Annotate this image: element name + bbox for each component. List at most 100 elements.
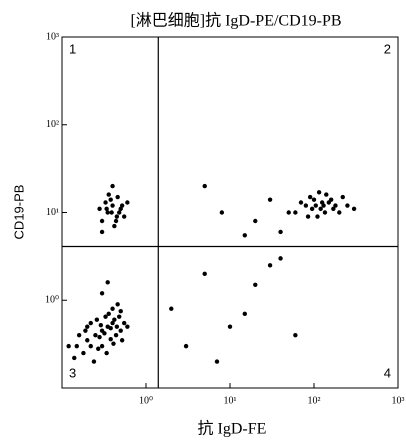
event-dot <box>169 306 174 311</box>
event-dot <box>202 183 207 189</box>
event-dot <box>111 341 116 346</box>
event-dot <box>117 210 122 215</box>
event-dot <box>112 223 117 229</box>
event-dot <box>113 332 119 338</box>
event-dot <box>316 190 322 195</box>
event-dot <box>307 194 313 200</box>
event-dot <box>114 214 120 219</box>
event-dot <box>337 210 342 215</box>
y-tick-label: 10³ <box>46 31 59 42</box>
event-dot <box>319 200 325 205</box>
event-dot <box>322 210 328 215</box>
event-dot <box>227 324 233 329</box>
event-dot <box>99 291 105 296</box>
event-dot <box>315 214 320 219</box>
event-dot <box>110 203 115 208</box>
event-dot <box>85 338 90 343</box>
event-dot <box>76 332 82 338</box>
event-dot <box>121 320 127 326</box>
chart-title: [淋巴细胞]抗 IgD-PE/CD19-PB <box>130 12 341 30</box>
event-dot <box>118 206 123 212</box>
event-dot <box>253 282 258 287</box>
event-dot <box>102 331 107 336</box>
event-dot <box>115 302 120 307</box>
event-dot <box>81 350 86 356</box>
event-dot <box>99 218 105 224</box>
quadrant-label: 3 <box>69 365 76 380</box>
event-dot <box>108 197 113 202</box>
x-tick-label: 10¹ <box>224 395 237 406</box>
event-dot <box>118 328 123 333</box>
event-dot <box>97 206 102 212</box>
event-dot <box>88 343 93 349</box>
event-dot <box>305 214 311 219</box>
x-tick-label: 10³ <box>392 395 405 406</box>
y-tick-label: 10² <box>46 119 59 130</box>
event-dot <box>74 343 79 349</box>
event-dot <box>219 210 225 215</box>
event-dot <box>286 210 291 215</box>
event-dot <box>105 210 110 215</box>
event-dot <box>125 200 130 205</box>
quadrant-label: 2 <box>384 41 391 56</box>
event-dot <box>311 197 317 202</box>
event-dot <box>110 183 115 189</box>
event-dot <box>117 314 122 319</box>
event-dot <box>121 214 127 219</box>
event-dot <box>105 280 110 285</box>
event-dot <box>333 203 338 208</box>
event-dot <box>118 309 123 314</box>
event-dot <box>97 334 102 340</box>
event-dot <box>278 229 283 235</box>
event-dot <box>104 206 109 212</box>
event-dot <box>104 350 109 356</box>
event-dot <box>345 203 350 208</box>
event-dot <box>119 338 125 343</box>
event-dot <box>309 206 315 212</box>
event-dot <box>93 332 98 338</box>
event-dot <box>103 200 108 205</box>
event-dot <box>253 218 258 224</box>
event-dot <box>328 197 334 202</box>
event-dot <box>303 203 309 208</box>
event-dot <box>85 324 90 329</box>
event-dot <box>109 210 114 215</box>
quadrant-label: 4 <box>384 365 391 380</box>
event-dot <box>66 343 71 349</box>
event-dot <box>293 210 298 215</box>
event-dot <box>108 336 113 342</box>
event-dot <box>112 317 117 322</box>
event-dot <box>278 256 283 261</box>
event-dot <box>183 343 189 349</box>
event-dot <box>351 206 357 212</box>
y-tick-label: 10¹ <box>46 207 59 218</box>
event-dot <box>267 197 273 202</box>
event-dot <box>72 355 77 361</box>
event-dot <box>99 343 105 349</box>
event-dot <box>267 263 273 268</box>
event-dot <box>110 306 115 311</box>
quadrant-label: 1 <box>69 41 76 56</box>
event-dot <box>106 311 111 317</box>
event-dot <box>202 271 207 277</box>
event-dot <box>331 206 336 212</box>
event-dot <box>110 320 115 326</box>
event-dot <box>340 194 345 200</box>
event-dot <box>324 192 329 197</box>
event-dot <box>98 322 104 328</box>
event-dot <box>113 218 119 224</box>
event-dot <box>125 324 130 329</box>
event-dot <box>91 359 97 364</box>
x-axis-label: 抗 IgD-FE <box>198 420 267 438</box>
event-dot <box>94 317 100 322</box>
event-dot <box>115 194 120 200</box>
event-dot <box>119 203 125 208</box>
x-tick-label: 10⁰ <box>139 395 153 406</box>
event-dot <box>99 229 105 235</box>
event-dot <box>242 311 247 317</box>
event-dot <box>96 346 101 351</box>
y-tick-label: 10⁰ <box>45 295 59 306</box>
event-dot <box>108 326 113 331</box>
event-dot <box>242 233 247 238</box>
